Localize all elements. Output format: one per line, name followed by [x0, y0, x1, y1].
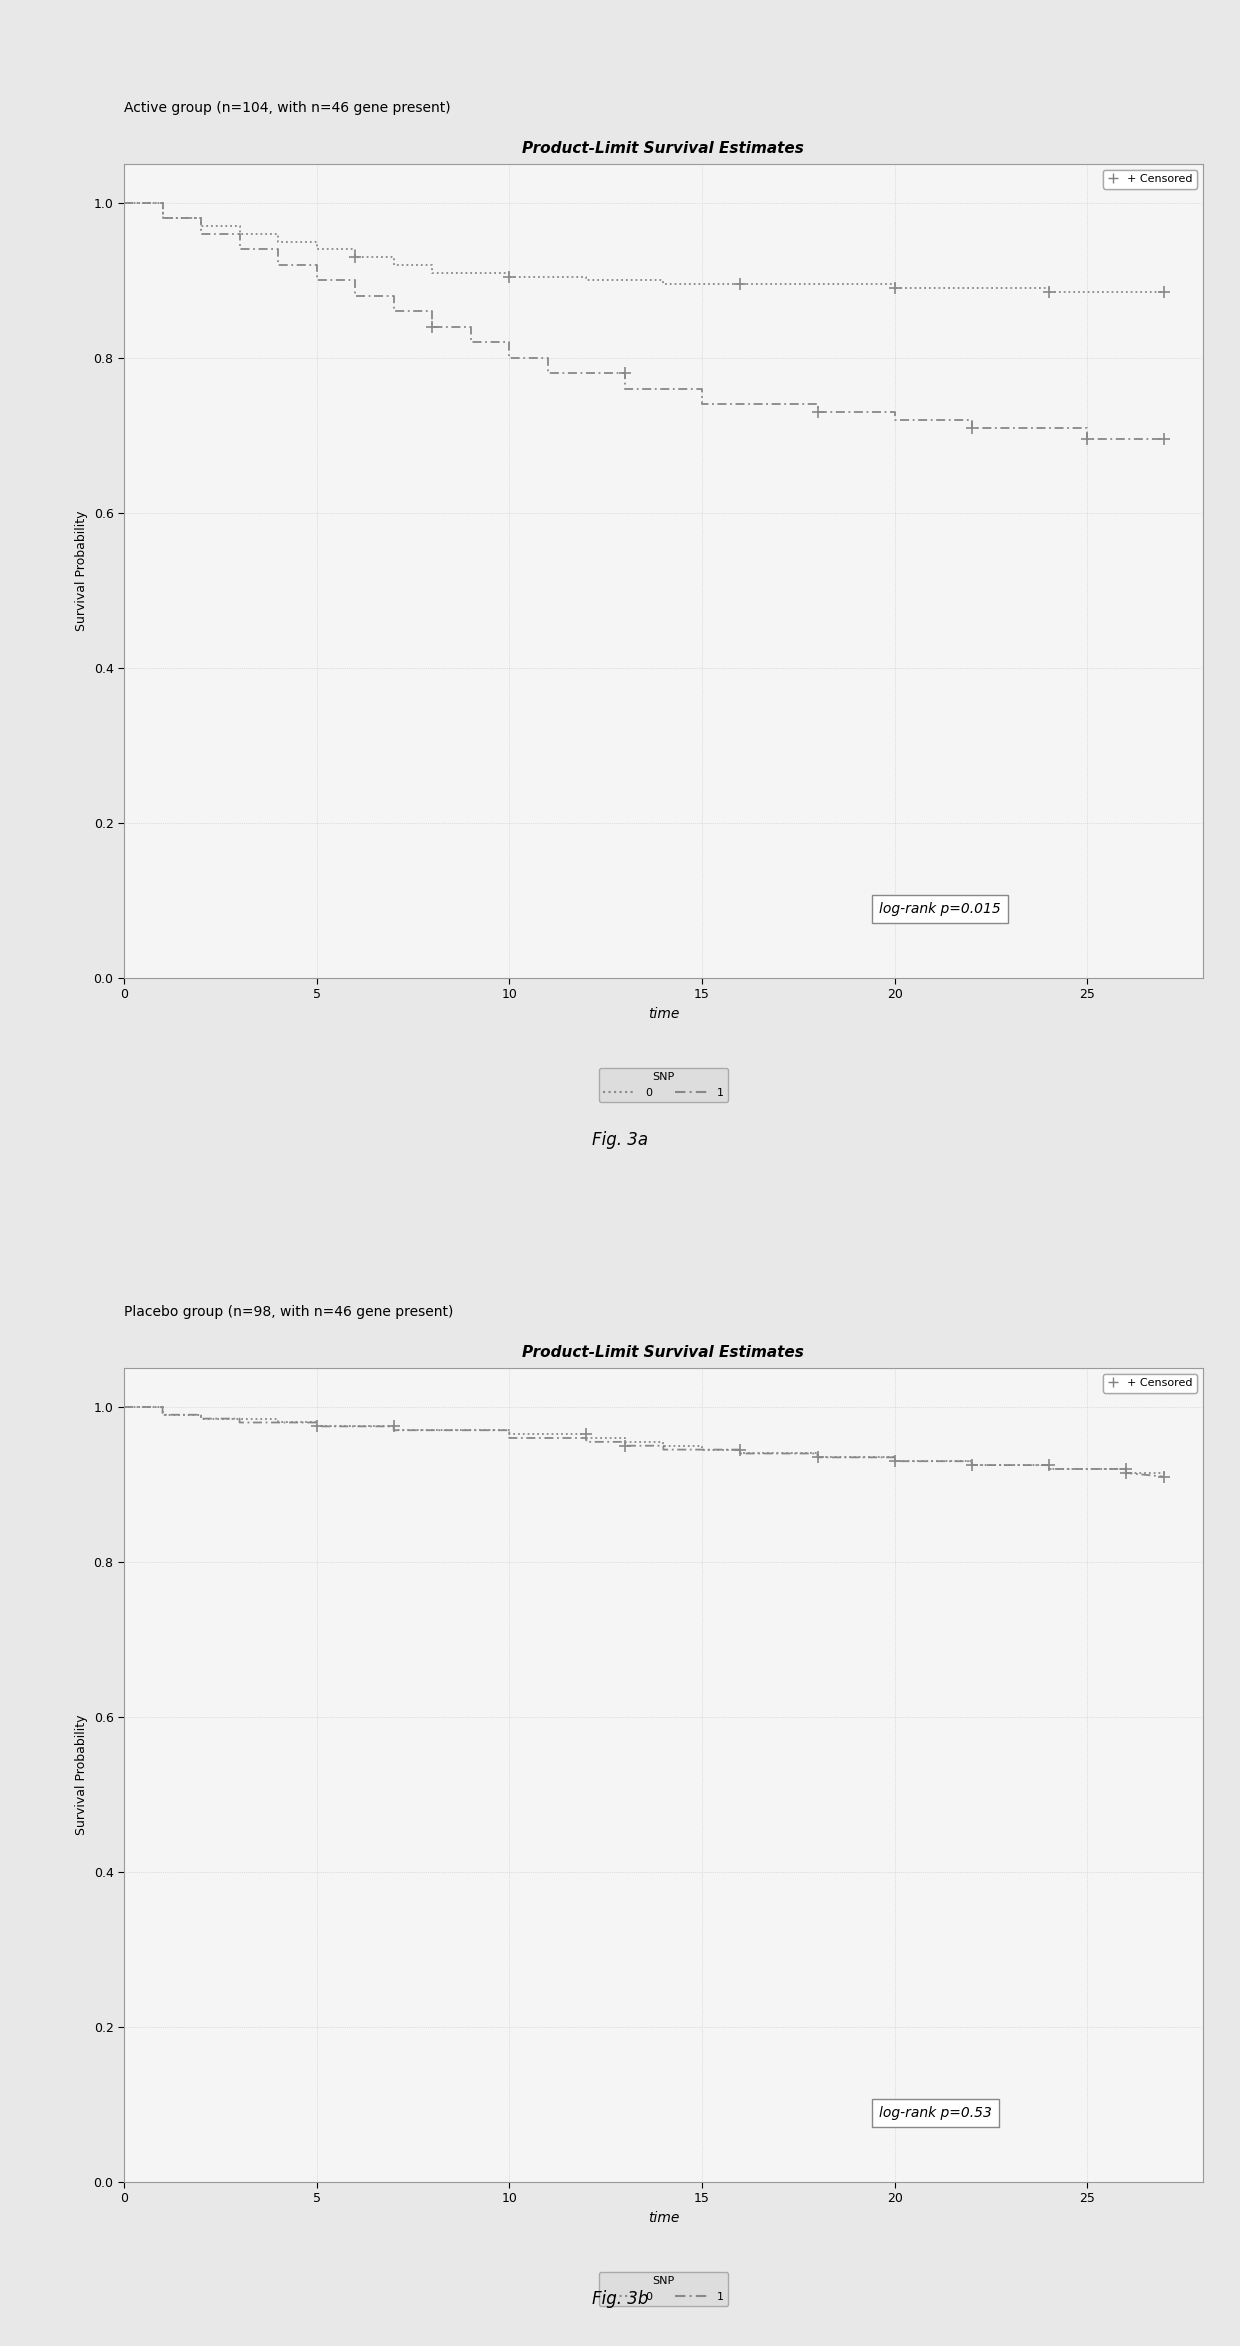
Text: log-rank p=0.015: log-rank p=0.015	[879, 901, 1001, 915]
Text: Placebo group (n=98, with n=46 gene present): Placebo group (n=98, with n=46 gene pres…	[124, 1304, 454, 1318]
Y-axis label: Survival Probability: Survival Probability	[76, 511, 88, 631]
Legend: + Censored: + Censored	[1102, 1375, 1198, 1394]
Y-axis label: Survival Probability: Survival Probability	[76, 1715, 88, 1835]
Title: Product-Limit Survival Estimates: Product-Limit Survival Estimates	[522, 1344, 805, 1361]
Legend: + Censored: + Censored	[1102, 169, 1198, 188]
Text: Fig. 3a: Fig. 3a	[591, 1131, 649, 1150]
Text: Fig. 3b: Fig. 3b	[591, 2290, 649, 2308]
X-axis label: time: time	[647, 2210, 680, 2224]
Title: Product-Limit Survival Estimates: Product-Limit Survival Estimates	[522, 141, 805, 157]
X-axis label: time: time	[647, 1006, 680, 1021]
Text: Active group (n=104, with n=46 gene present): Active group (n=104, with n=46 gene pres…	[124, 101, 450, 115]
Text: log-rank p=0.53: log-rank p=0.53	[879, 2107, 992, 2121]
